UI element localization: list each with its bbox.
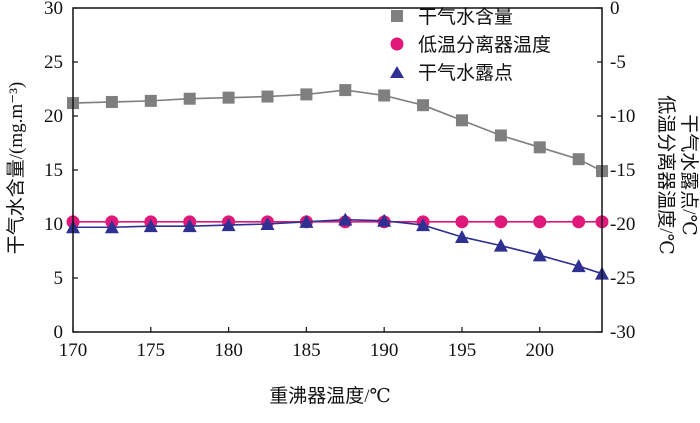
right-y-tick-label: -10 (610, 106, 635, 127)
data-point-triangle (221, 218, 236, 232)
data-point-square (300, 88, 313, 101)
legend-label-separator-temp: 低温分离器温度 (418, 34, 551, 56)
series-layer (66, 84, 609, 280)
data-point-square (261, 90, 274, 103)
x-axis-ticks: 170 175 180 185 190 195 200 (59, 327, 554, 361)
left-y-tick-label: 5 (54, 268, 64, 289)
data-point-triangle (182, 219, 197, 233)
right-y-tick-label: -5 (610, 52, 626, 73)
data-point-square (183, 92, 196, 105)
data-point-triangle (454, 229, 469, 243)
legend-label-dew-point: 干气水露点 (418, 62, 513, 84)
left-y-tick-label: 25 (44, 52, 63, 73)
x-tick-label: 200 (526, 340, 555, 361)
right-y-tick-label: 0 (610, 0, 620, 19)
data-point-square (339, 84, 352, 97)
legend-circle-marker (390, 37, 404, 51)
data-point-triangle (299, 214, 314, 228)
data-point-triangle (532, 248, 547, 262)
left-y-axis-ticks: 0 5 10 15 20 25 30 (44, 0, 78, 343)
data-point-circle (533, 215, 547, 229)
legend-label-water-content: 干气水含量 (418, 6, 513, 28)
x-tick-label: 190 (370, 340, 399, 361)
data-point-square (105, 95, 118, 108)
right-y-tick-label: -30 (610, 322, 635, 343)
data-point-square (494, 129, 507, 142)
data-point-triangle (377, 213, 392, 227)
data-point-square (572, 153, 585, 166)
right-y-tick-label: -25 (610, 268, 635, 289)
data-point-square (222, 91, 235, 104)
x-tick-label: 185 (292, 340, 321, 361)
x-axis-title: 重沸器温度/℃ (269, 385, 391, 407)
plot-frame (72, 7, 603, 333)
data-point-square (417, 99, 430, 112)
right-y-tick-label: -20 (610, 214, 635, 235)
right-y-axis-title-2: 干气水露点/℃ (678, 114, 700, 236)
data-point-circle (455, 215, 469, 229)
left-y-tick-label: 10 (44, 214, 63, 235)
data-point-triangle (104, 220, 119, 234)
legend-triangle-marker (390, 66, 404, 78)
data-point-circle (494, 215, 508, 229)
left-y-tick-label: 0 (54, 322, 64, 343)
x-tick-label: 195 (448, 340, 477, 361)
right-y-axis-ticks: -30 -25 -20 -15 -10 -5 0 (597, 0, 635, 343)
data-point-triangle (493, 238, 508, 252)
x-tick-label: 175 (137, 340, 166, 361)
left-y-axis-title: 干气水含量/(mg.m⁻³) (5, 82, 27, 254)
left-y-tick-label: 20 (44, 106, 63, 127)
legend: 干气水含量 低温分离器温度 干气水露点 (390, 6, 551, 84)
data-point-triangle (143, 219, 158, 233)
left-y-tick-label: 30 (44, 0, 63, 19)
series-1 (67, 84, 608, 178)
data-point-triangle (338, 212, 353, 226)
data-point-circle (572, 215, 586, 229)
data-point-square (378, 89, 391, 102)
x-tick-label: 170 (59, 340, 88, 361)
data-point-triangle (260, 217, 275, 230)
right-y-axis-title-1: 低温分离器温度/℃ (655, 95, 677, 255)
data-point-square (455, 114, 468, 127)
data-point-square (533, 141, 546, 154)
right-y-tick-label: -15 (610, 160, 635, 181)
data-point-square (144, 94, 157, 107)
data-point-triangle (416, 218, 431, 232)
data-point-triangle (571, 259, 586, 273)
legend-square-marker (391, 10, 403, 22)
x-tick-label: 180 (214, 340, 243, 361)
left-y-tick-label: 15 (44, 160, 63, 181)
